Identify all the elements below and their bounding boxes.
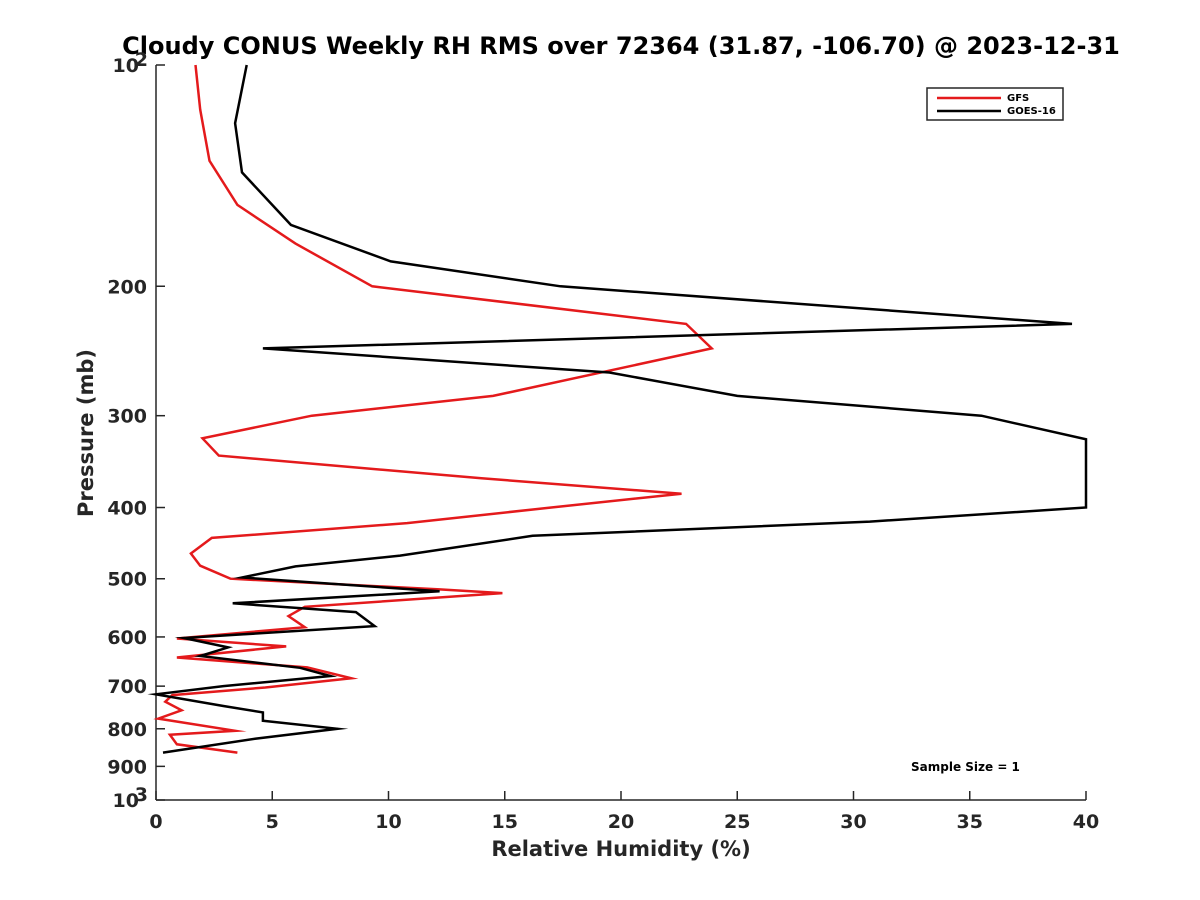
x-tick-label: 40 bbox=[1073, 811, 1099, 833]
y-tick-exponent: 2 bbox=[135, 49, 148, 71]
y-tick-label: 600 bbox=[107, 627, 147, 649]
y-tick-label: 800 bbox=[107, 719, 147, 741]
plot-area: 0 5 10 15 20 25 30 35 40 21020030040050060070080… bbox=[107, 49, 1099, 833]
x-tick-label: 20 bbox=[608, 811, 634, 833]
y-tick-label: 500 bbox=[107, 569, 147, 591]
series-lines bbox=[147, 64, 1088, 754]
x-tick-label: 30 bbox=[840, 811, 866, 833]
legend-label-gfs: GFS bbox=[1007, 93, 1029, 104]
y-tick-label: 400 bbox=[107, 498, 147, 520]
series-line-goes-16 bbox=[147, 64, 1088, 754]
x-tick-label: 5 bbox=[266, 811, 279, 833]
chart-title: Cloudy CONUS Weekly RH RMS over 72364 (3… bbox=[122, 32, 1120, 60]
y-tick-label: 300 bbox=[107, 406, 147, 428]
x-tick-label: 35 bbox=[957, 811, 983, 833]
sample-size-annotation: Sample Size = 1 bbox=[911, 760, 1020, 774]
y-tick-label: 10 bbox=[113, 790, 139, 812]
series-line-gfs bbox=[153, 64, 715, 754]
x-tick-label: 15 bbox=[492, 811, 518, 833]
y-axis-label: Pressure (mb) bbox=[74, 349, 98, 517]
y-tick-label: 200 bbox=[107, 276, 147, 298]
x-tick-label: 25 bbox=[724, 811, 750, 833]
x-tick-label: 10 bbox=[375, 811, 401, 833]
x-ticks: 0 5 10 15 20 25 30 35 40 bbox=[149, 791, 1099, 833]
legend-box bbox=[926, 87, 1064, 121]
legend: GFS GOES-16 bbox=[926, 87, 1064, 121]
legend-label-goes-16: GOES-16 bbox=[1007, 106, 1056, 117]
y-tick-label: 10 bbox=[113, 55, 139, 77]
x-axis-label: Relative Humidity (%) bbox=[491, 837, 750, 861]
y-tick-label: 700 bbox=[107, 676, 147, 698]
x-tick-label: 0 bbox=[149, 811, 162, 833]
y-tick-exponent: 3 bbox=[135, 784, 148, 806]
y-tick-label: 900 bbox=[107, 756, 147, 778]
